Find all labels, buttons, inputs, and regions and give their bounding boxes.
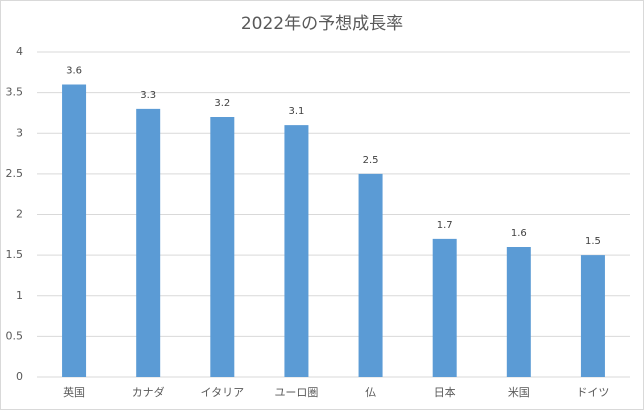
value-label: 3.2 bbox=[214, 98, 230, 109]
y-tick-label: 0.5 bbox=[6, 329, 24, 342]
bar bbox=[62, 84, 87, 377]
x-tick-label: ドイツ bbox=[576, 386, 609, 399]
x-tick-label: 日本 bbox=[434, 385, 456, 399]
chart-title: 2022年の予想成長率 bbox=[241, 14, 403, 34]
value-label: 2.5 bbox=[363, 155, 379, 166]
bar bbox=[210, 117, 235, 377]
x-tick-label: 仏 bbox=[365, 386, 376, 399]
y-tick-label: 4 bbox=[16, 45, 23, 58]
bar bbox=[284, 125, 309, 377]
y-tick-label: 1 bbox=[16, 289, 23, 302]
bar bbox=[580, 255, 605, 377]
bar bbox=[506, 247, 531, 377]
value-label: 1.6 bbox=[511, 228, 527, 239]
x-tick-label: 英国 bbox=[63, 385, 85, 399]
x-tick-label: ユーロ圏 bbox=[274, 386, 318, 399]
y-tick-label: 3.5 bbox=[6, 86, 24, 99]
x-tick-label: 米国 bbox=[508, 386, 530, 399]
y-tick-label: 3 bbox=[16, 126, 23, 139]
value-label: 3.1 bbox=[288, 106, 304, 117]
y-tick-label: 2 bbox=[16, 208, 23, 221]
y-tick-label: 1.5 bbox=[6, 248, 24, 261]
value-label: 1.5 bbox=[585, 236, 601, 247]
y-tick-label: 2.5 bbox=[6, 167, 24, 180]
value-label: 3.3 bbox=[140, 90, 156, 101]
x-tick-label: イタリア bbox=[201, 386, 245, 399]
value-label: 1.7 bbox=[437, 220, 453, 231]
y-tick-label: 0 bbox=[16, 370, 23, 383]
bar bbox=[358, 173, 383, 377]
value-label: 3.6 bbox=[66, 66, 82, 77]
bar bbox=[432, 238, 457, 377]
x-tick-label: カナダ bbox=[132, 385, 165, 399]
bar bbox=[136, 108, 161, 377]
